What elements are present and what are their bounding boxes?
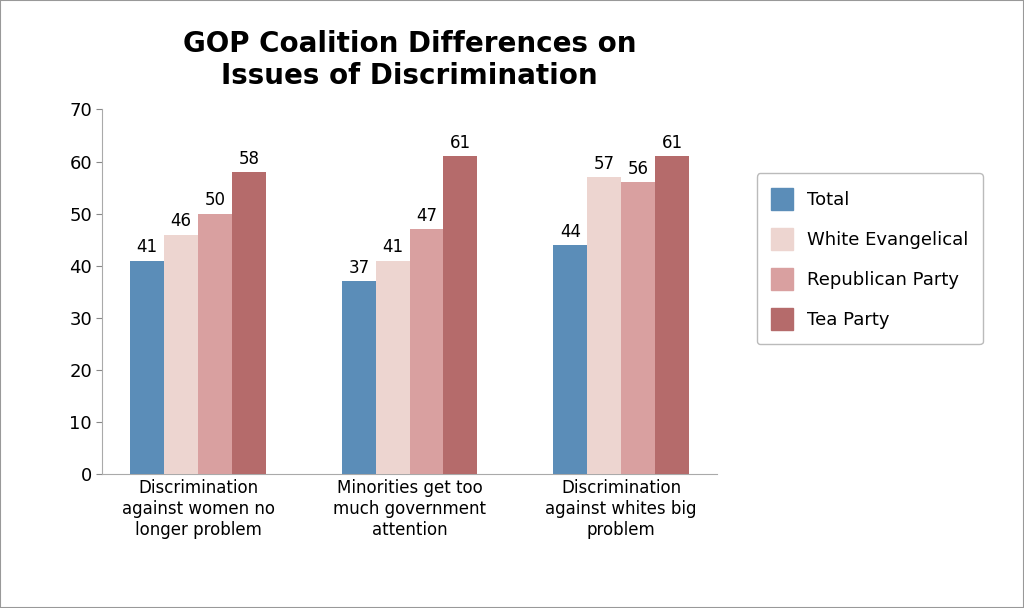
Text: 61: 61 xyxy=(450,134,471,152)
Legend: Total, White Evangelical, Republican Party, Tea Party: Total, White Evangelical, Republican Par… xyxy=(757,173,983,344)
Text: 37: 37 xyxy=(348,259,370,277)
Bar xyxy=(231,172,266,474)
Bar xyxy=(622,182,655,474)
Bar xyxy=(443,156,477,474)
Text: 46: 46 xyxy=(171,212,191,230)
Bar xyxy=(130,261,164,474)
Bar xyxy=(164,235,198,474)
Text: 41: 41 xyxy=(136,238,158,257)
Text: 61: 61 xyxy=(662,134,683,152)
Bar xyxy=(588,177,622,474)
Text: 56: 56 xyxy=(628,161,648,178)
Text: 50: 50 xyxy=(205,192,225,210)
Bar xyxy=(198,213,231,474)
Title: GOP Coalition Differences on
Issues of Discrimination: GOP Coalition Differences on Issues of D… xyxy=(183,30,636,91)
Text: 57: 57 xyxy=(594,155,614,173)
Text: 44: 44 xyxy=(560,223,581,241)
Bar xyxy=(655,156,689,474)
Bar xyxy=(553,245,588,474)
Text: 47: 47 xyxy=(416,207,437,225)
Text: 58: 58 xyxy=(239,150,259,168)
Text: 41: 41 xyxy=(382,238,403,257)
Bar xyxy=(410,229,443,474)
Bar xyxy=(376,261,410,474)
Bar xyxy=(342,282,376,474)
